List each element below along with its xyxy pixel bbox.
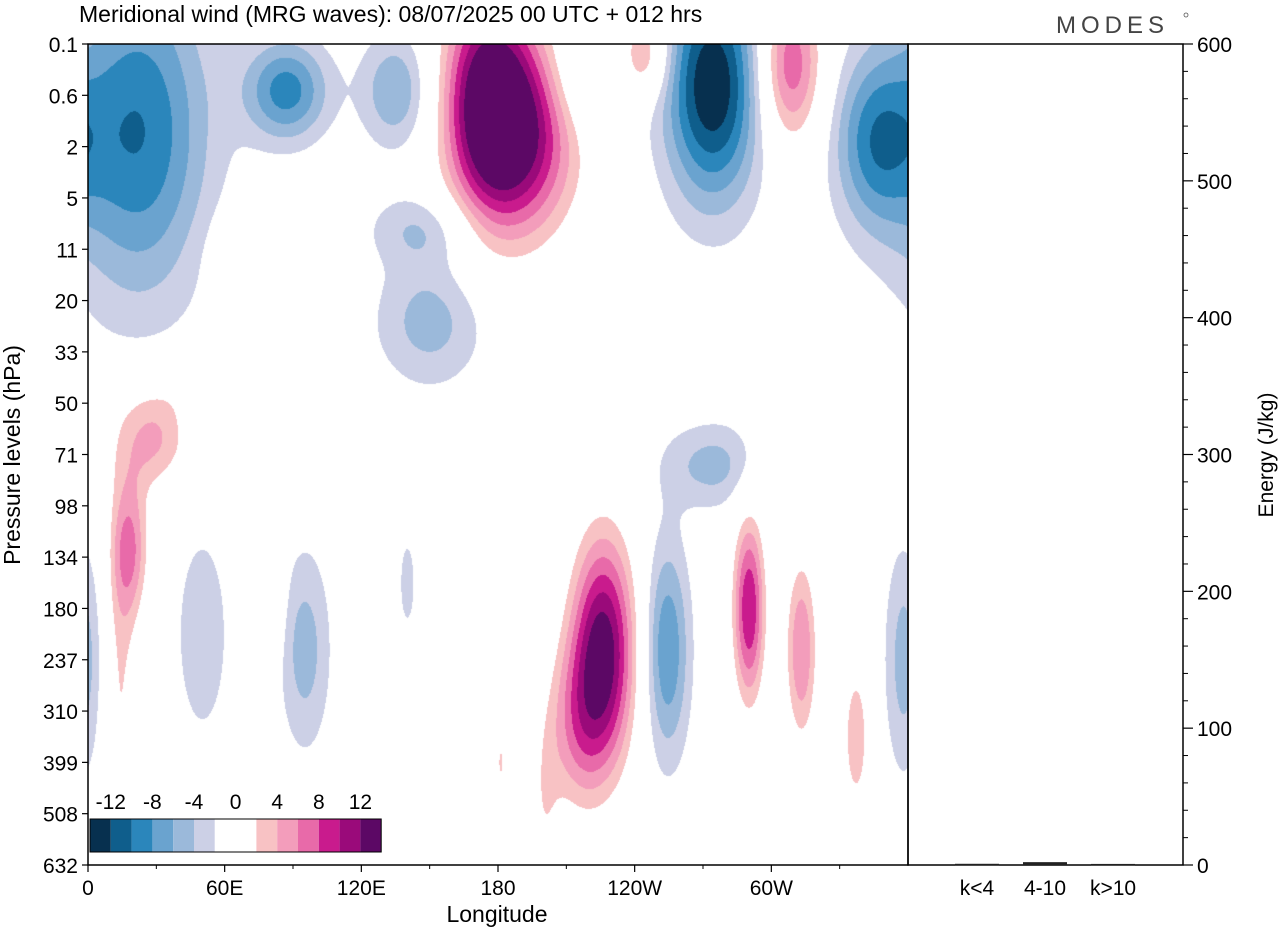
- colorbar-label: 12: [349, 791, 372, 814]
- wind-field-contours: [88, 44, 908, 865]
- chart-title: Meridional wind (MRG waves): 08/07/2025 …: [79, 1, 702, 27]
- energy-categories: k<4 4-10 k>10: [960, 877, 1136, 900]
- energy-tick-label: 300: [1197, 445, 1232, 468]
- colorbar-label: -12: [96, 791, 126, 814]
- longitude-tick-label: 180: [480, 877, 515, 900]
- pressure-tick-label: 508: [43, 804, 78, 827]
- colorbar-swatch: [131, 819, 153, 852]
- pressure-tick-label: 310: [43, 701, 78, 724]
- modes-logo: MODES: [1056, 12, 1169, 39]
- energy-axis: 0 100 200 300 400 500 600: [1183, 34, 1232, 878]
- logo-registered-mark: [1183, 12, 1189, 18]
- colorbar-swatch: [110, 819, 132, 852]
- colorbar-swatch: [298, 819, 319, 852]
- longitude-tick-label: 120W: [607, 877, 662, 900]
- pressure-tick-label: 180: [43, 598, 78, 621]
- colorbar-swatch: [360, 819, 382, 852]
- colorbar: -12 -8 -4 0 4 8 12: [88, 780, 384, 860]
- colorbar-swatch: [318, 819, 340, 852]
- energy-category-label: k>10: [1090, 877, 1136, 900]
- energy-axis-label: Energy (J/kg): [1255, 393, 1278, 518]
- energy-bar: [1091, 863, 1135, 866]
- colorbar-swatch: [277, 819, 298, 852]
- x-axis-label: Longitude: [446, 901, 547, 927]
- pressure-axis: 0.1 0.6 2 5 11 20 33 50 71 98 134 180 237 310 399 508 63…: [43, 34, 88, 878]
- energy-category-label: 4-10: [1024, 877, 1066, 900]
- colorbar-swatch: [214, 819, 236, 852]
- colorbar-swatch: [90, 819, 111, 852]
- longitude-tick-label: 0: [82, 877, 94, 900]
- pressure-tick-label: 0.1: [49, 34, 78, 57]
- pressure-tick-label: 237: [43, 650, 78, 673]
- colorbar-swatch: [339, 819, 361, 852]
- energy-tick-label: 600: [1197, 34, 1232, 57]
- energy-tick-label: 400: [1197, 308, 1232, 331]
- energy-category-label: k<4: [960, 877, 995, 900]
- colorbar-label: 4: [271, 791, 283, 814]
- energy-panel-frame: [907, 43, 1184, 866]
- y-axis-label: Pressure levels (hPa): [0, 345, 25, 565]
- pressure-tick-label: 5: [66, 188, 78, 211]
- pressure-tick-label: 134: [43, 547, 78, 570]
- energy-bars: [955, 862, 1135, 866]
- energy-tick-label: 500: [1197, 171, 1232, 194]
- pressure-tick-label: 20: [55, 291, 78, 314]
- energy-tick-label: 200: [1197, 581, 1232, 604]
- longitude-tick-label: 120E: [337, 877, 386, 900]
- pressure-tick-label: 2: [66, 137, 78, 160]
- colorbar-label: -4: [185, 791, 204, 814]
- colorbar-swatch: [152, 819, 174, 852]
- longitude-tick-label: 60E: [206, 877, 243, 900]
- colorbar-swatch: [256, 819, 278, 852]
- colorbar-swatch: [235, 819, 257, 852]
- energy-tick-label: 0: [1197, 855, 1209, 878]
- colorbar-swatch: [173, 819, 194, 852]
- longitude-axis: 0 60E 120E 180 120W 60W: [82, 865, 841, 900]
- colorbar-label: 8: [313, 791, 325, 814]
- colorbar-label: -8: [143, 791, 162, 814]
- colorbar-frame: [89, 818, 382, 853]
- pressure-tick-label: 632: [43, 855, 78, 878]
- energy-bar: [1023, 862, 1067, 865]
- energy-tick-label: 100: [1197, 718, 1232, 741]
- colorbar-label: 0: [230, 791, 242, 814]
- colorbar-swatch: [194, 819, 215, 852]
- energy-bar: [955, 863, 999, 866]
- longitude-tick-label: 60W: [750, 877, 793, 900]
- pressure-tick-label: 98: [55, 496, 78, 519]
- pressure-tick-label: 71: [55, 445, 78, 468]
- pressure-tick-label: 33: [55, 342, 78, 365]
- pressure-tick-label: 0.6: [49, 85, 78, 108]
- pressure-tick-label: 11: [56, 239, 78, 262]
- pressure-tick-label: 399: [43, 752, 78, 775]
- pressure-tick-label: 50: [55, 393, 78, 416]
